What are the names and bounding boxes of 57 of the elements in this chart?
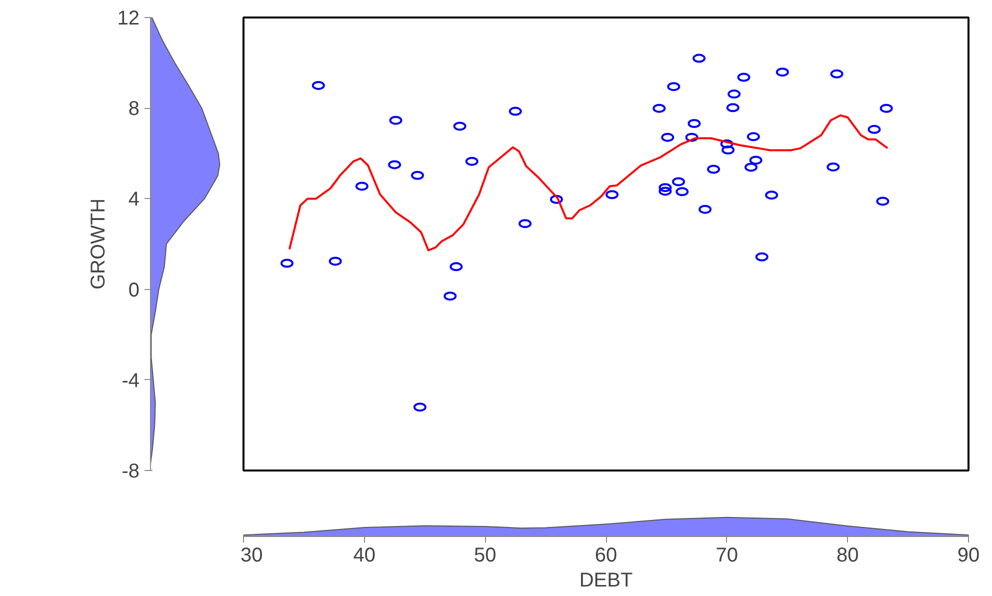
point [355,182,368,191]
point [280,258,294,268]
point [658,183,672,192]
point [676,187,689,196]
point [411,170,424,180]
point [726,103,740,112]
x-tick-label: 70 [716,544,738,566]
x-tick-label: 30 [240,544,263,566]
x-tick-label: 50 [474,544,496,566]
point [746,132,760,142]
point [508,106,522,116]
point [728,90,741,99]
point [388,160,402,170]
y-tick-label: 4 [128,188,140,211]
point [444,292,457,301]
point [692,54,706,63]
point [550,194,563,204]
point [698,204,712,214]
point [830,69,844,78]
point [744,162,758,172]
y-axis-title: GROWTH [87,198,110,290]
point [312,80,325,90]
point [661,132,674,142]
x-tick-label: 40 [353,544,376,566]
point [465,156,478,166]
point [765,190,778,200]
y-tick-label: 12 [117,8,140,30]
point [737,72,750,82]
point [749,156,762,165]
point [672,177,685,186]
y-tick-label: 8 [128,98,140,120]
point [876,196,890,206]
point [389,116,402,125]
y-tick-label: -8 [122,460,140,482]
point [606,190,619,200]
x-tick-label: 60 [594,544,618,566]
point [707,164,720,174]
point [868,124,881,134]
point [652,104,666,113]
point [667,82,680,92]
point [880,104,893,113]
y-tick-label: -4 [122,370,140,392]
point [658,186,672,196]
point [776,68,789,77]
x-axis-title: DEBT [579,570,633,592]
point [685,132,698,142]
point [328,256,342,266]
x-tick-label: 90 [957,544,980,566]
x-tick-label: 80 [836,544,859,566]
point [755,252,768,262]
y-tick-label: 0 [128,279,140,302]
point [413,402,426,412]
point [518,219,532,228]
point [453,122,466,131]
point [450,262,463,272]
point [826,162,840,172]
point [720,139,734,148]
